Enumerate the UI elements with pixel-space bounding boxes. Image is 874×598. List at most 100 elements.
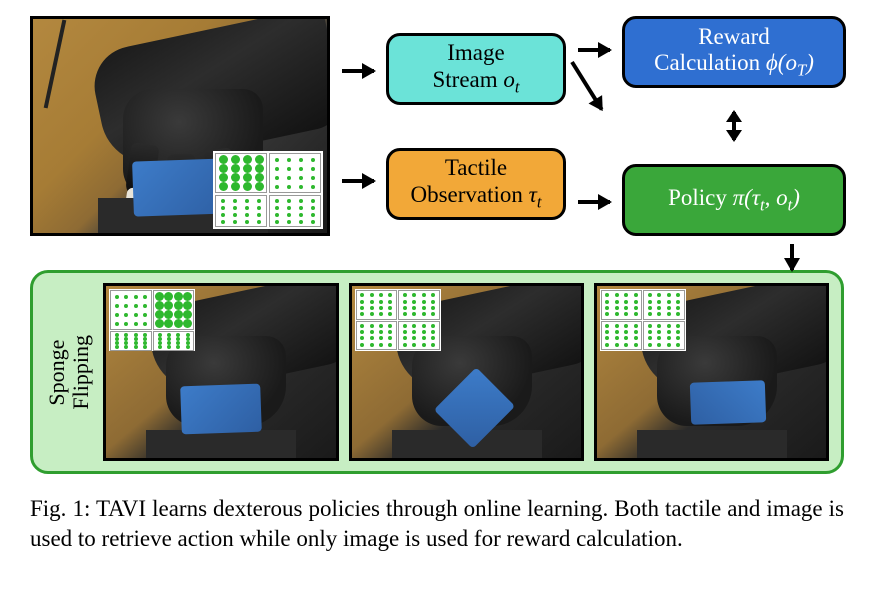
- tactile-dot: [403, 324, 407, 328]
- tactile-dot: [676, 324, 680, 328]
- tactile-dot: [379, 293, 383, 297]
- tactile-dot: [221, 199, 225, 203]
- tactile-dot: [422, 343, 426, 347]
- tactile-dot: [379, 312, 383, 316]
- tactile-inset: [213, 151, 323, 229]
- tactile-dot: [370, 330, 374, 334]
- tactile-dot: [624, 330, 628, 334]
- tactile-dot: [657, 312, 661, 316]
- middle-column: Image Stream ot Tactile Observation τt: [386, 16, 566, 236]
- tactile-dot: [287, 213, 291, 217]
- tactile-dot: [299, 176, 303, 180]
- tactile-dot: [676, 336, 680, 340]
- tactile-dot: [634, 330, 638, 334]
- box-label: Observation: [410, 182, 528, 207]
- tactile-dot: [657, 336, 661, 340]
- tactile-dot: [311, 206, 315, 210]
- tactile-dot: [299, 220, 303, 224]
- tactile-dot: [615, 336, 619, 340]
- tactile-dot: [388, 324, 392, 328]
- tactile-dot: [431, 312, 435, 316]
- tactile-dot: [164, 319, 173, 328]
- tactile-dot: [174, 310, 183, 319]
- tactile-dot: [667, 293, 671, 297]
- tactile-dot: [624, 293, 628, 297]
- tactile-dot: [412, 293, 416, 297]
- tactile-dot: [233, 220, 237, 224]
- tactile-dot: [287, 185, 291, 189]
- tactile-dot: [431, 336, 435, 340]
- tactile-dot: [360, 324, 364, 328]
- tactile-dot: [231, 155, 240, 164]
- tactile-dot: [634, 343, 638, 347]
- tactile-dot: [231, 182, 240, 191]
- tactile-dot: [257, 206, 261, 210]
- tactile-dot: [143, 304, 147, 308]
- tactile-dot: [370, 336, 374, 340]
- tactile-dot: [648, 336, 652, 340]
- reward-calculation-box: Reward Calculation ϕ(oT): [622, 16, 846, 88]
- tactile-dot: [174, 292, 183, 301]
- tactile-dot: [124, 295, 128, 299]
- tactile-dot: [403, 336, 407, 340]
- tactile-dot: [624, 312, 628, 316]
- tactile-dot: [219, 173, 228, 182]
- tactile-dot: [255, 155, 264, 164]
- tactile-dot: [360, 343, 364, 347]
- tactile-pad: [215, 153, 267, 193]
- tactile-dot: [379, 330, 383, 334]
- sequence-frame: [594, 283, 829, 461]
- tactile-dot: [164, 292, 173, 301]
- arrow-down-icon: [790, 244, 794, 270]
- tactile-dot: [360, 312, 364, 316]
- tactile-dot: [648, 293, 652, 297]
- sequence-label-line: Sponge: [44, 339, 69, 405]
- tactile-dot: [115, 304, 119, 308]
- tactile-dot: [174, 301, 183, 310]
- tactile-dot: [221, 213, 225, 217]
- tactile-dot: [311, 158, 315, 162]
- arrows-photo-to-boxes: [336, 16, 380, 236]
- tactile-pad: [601, 290, 643, 320]
- tactile-dot: [221, 206, 225, 210]
- tactile-dot: [403, 312, 407, 316]
- tactile-pad: [643, 290, 685, 320]
- tactile-dot: [115, 345, 119, 349]
- tactile-dot: [412, 330, 416, 334]
- tactile-dot: [403, 293, 407, 297]
- tactile-dot: [370, 312, 374, 316]
- tactile-dot: [648, 324, 652, 328]
- tactile-dot: [360, 336, 364, 340]
- box-label: Image: [447, 40, 504, 65]
- tactile-dot: [615, 330, 619, 334]
- tactile-dot: [299, 213, 303, 217]
- tactile-dot: [412, 336, 416, 340]
- math-var: ϕ(oT): [766, 50, 814, 75]
- tactile-dot: [615, 312, 619, 316]
- tactile-dot: [634, 306, 638, 310]
- tactile-dot: [634, 312, 638, 316]
- tactile-dot: [299, 167, 303, 171]
- tactile-pad: [356, 290, 398, 320]
- tactile-dot: [287, 176, 291, 180]
- arrow-right-icon: [342, 69, 374, 73]
- tactile-dot: [657, 306, 661, 310]
- tactile-dot: [657, 300, 661, 304]
- tactile-dot: [245, 213, 249, 217]
- tactile-dot: [403, 330, 407, 334]
- arrow-right-icon: [578, 48, 610, 52]
- tactile-dot: [422, 336, 426, 340]
- tactile-dot: [360, 330, 364, 334]
- tactile-dot: [311, 167, 315, 171]
- tactile-dot: [124, 322, 128, 326]
- tactile-dot: [657, 293, 661, 297]
- tactile-dot: [422, 293, 426, 297]
- tactile-dot: [422, 324, 426, 328]
- arrow-right-icon: [578, 200, 610, 204]
- tactile-dot: [257, 220, 261, 224]
- tactile-dot: [634, 293, 638, 297]
- tactile-pad: [153, 290, 195, 330]
- tactile-dot: [183, 310, 192, 319]
- tactile-dot: [624, 343, 628, 347]
- tactile-dot: [143, 313, 147, 317]
